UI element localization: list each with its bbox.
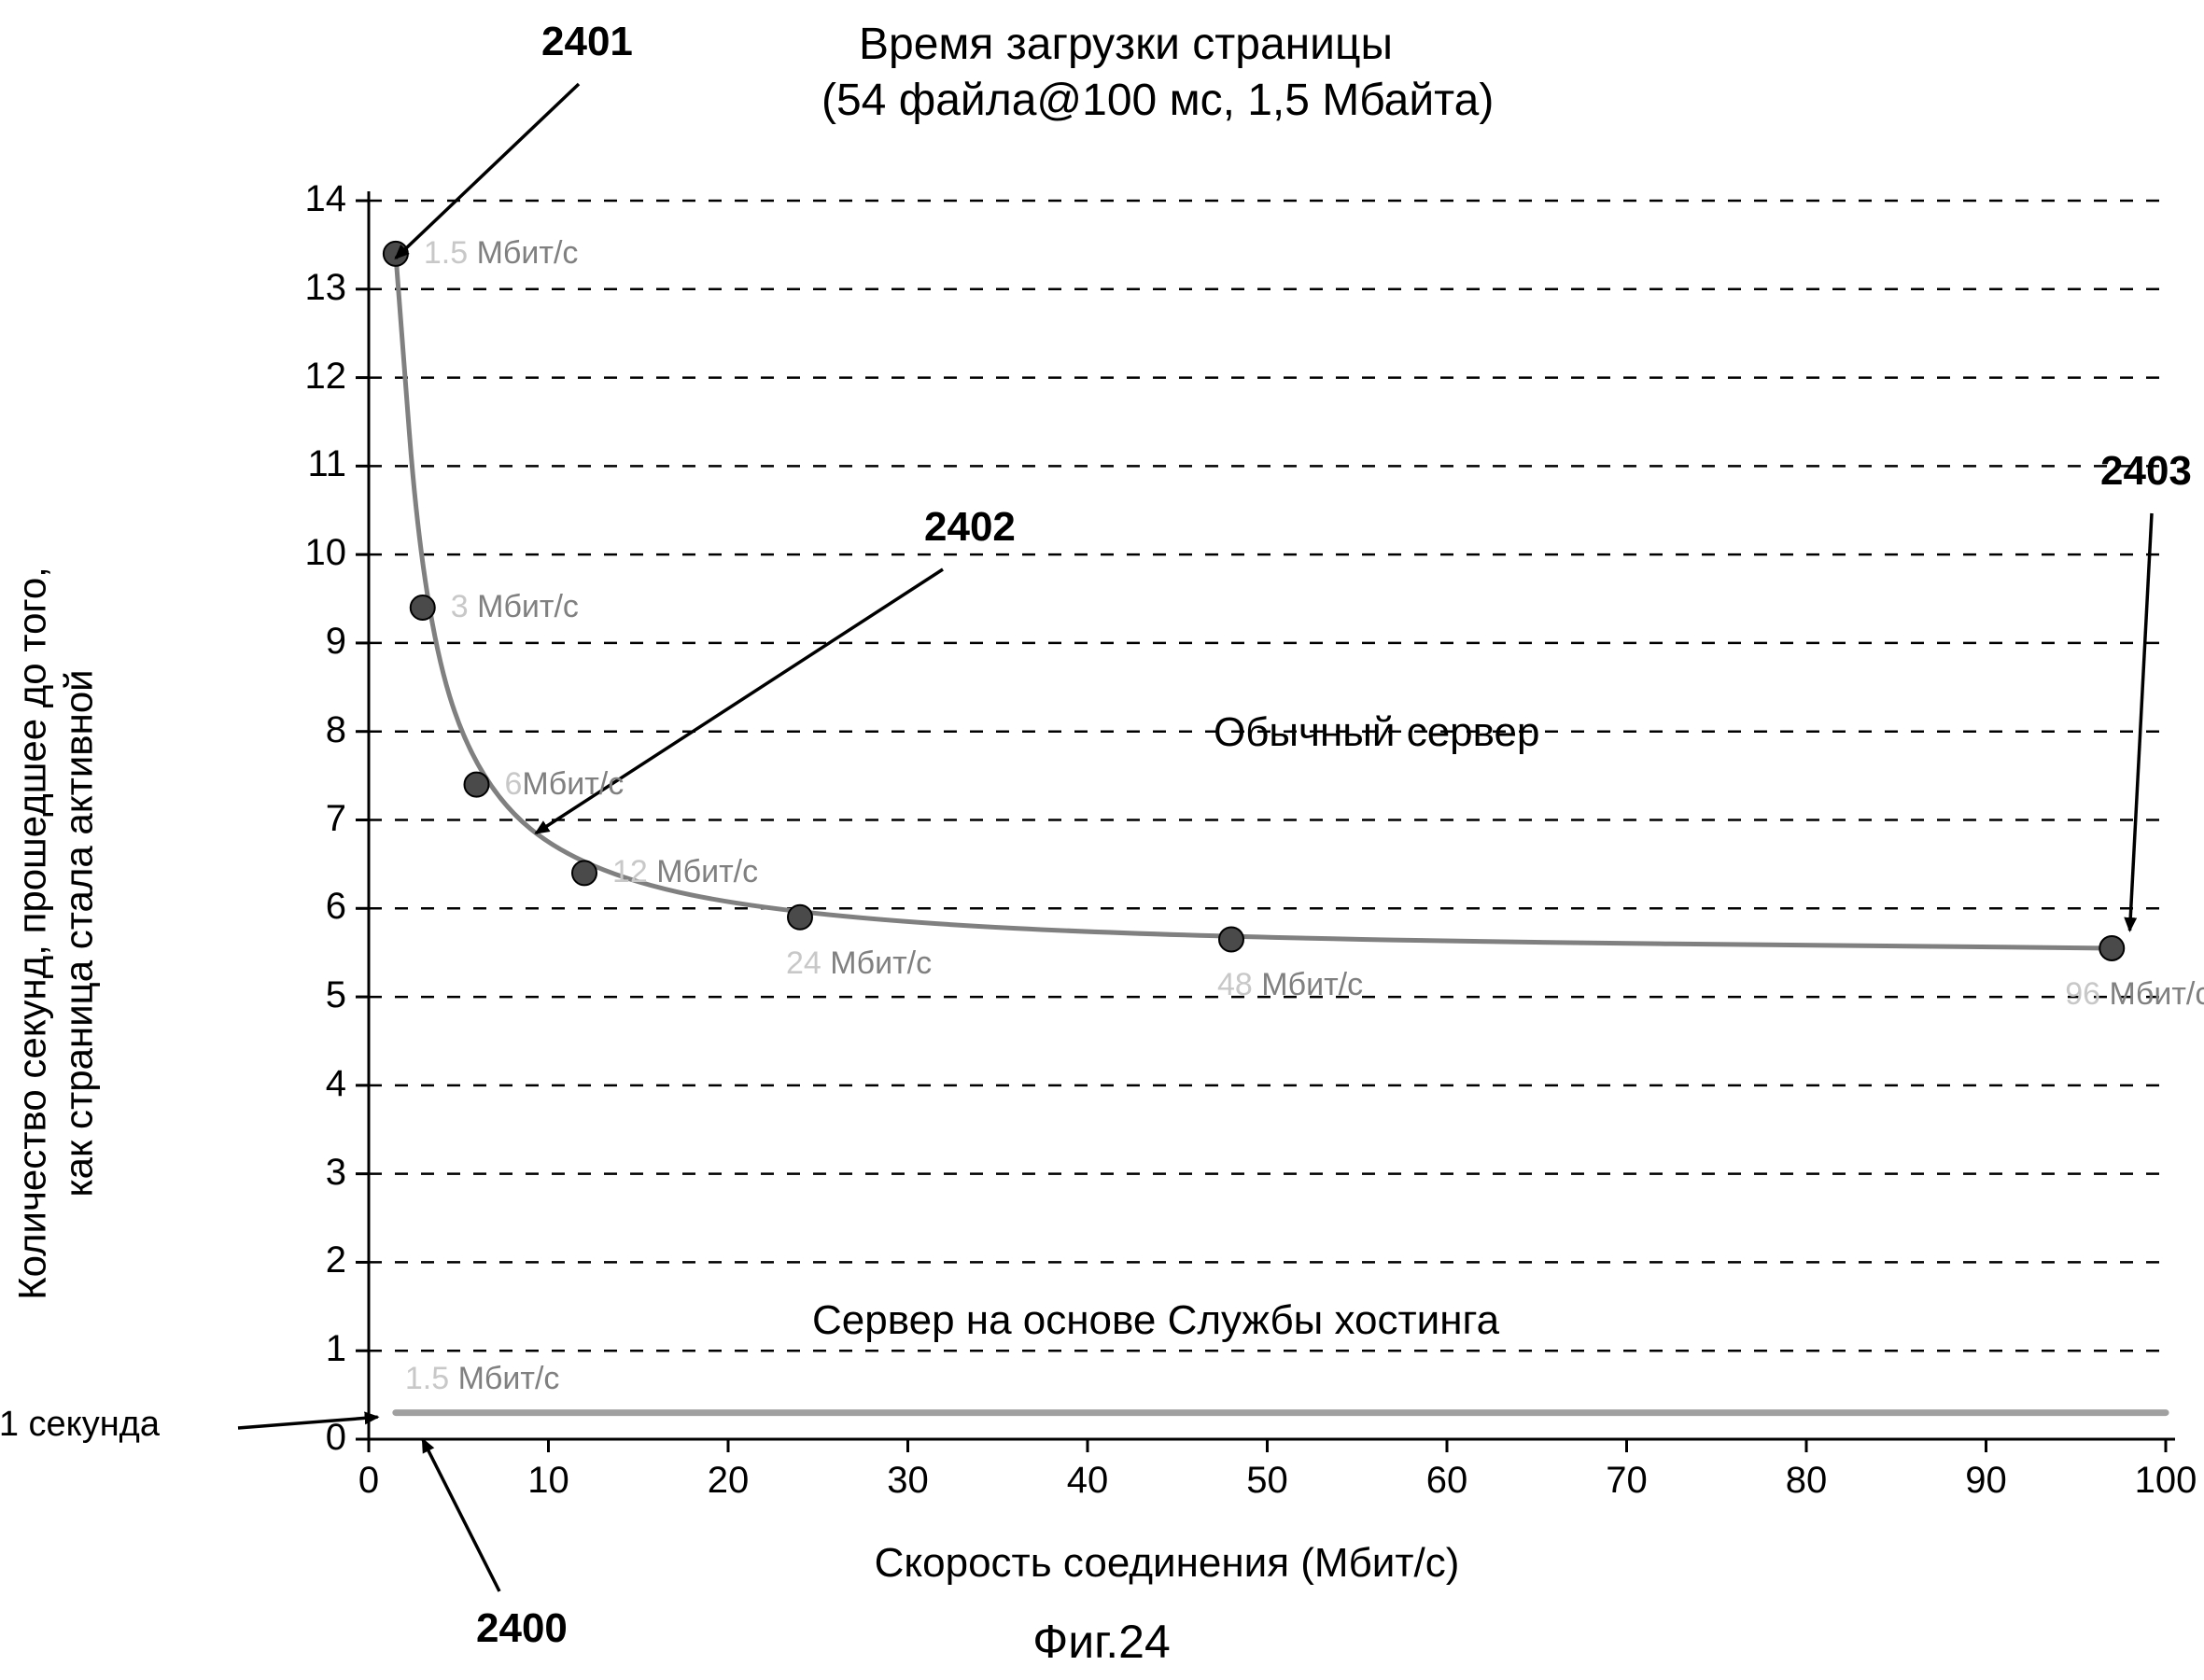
x-tick-label: 70 xyxy=(1606,1460,1648,1502)
y-tick-label: 6 xyxy=(326,886,346,928)
chart-title-line2: (54 файла@100 мс, 1,5 Мбайта) xyxy=(821,75,1494,126)
x-tick-label: 100 xyxy=(2135,1460,2197,1502)
sub-one-second-label: <1 секунда xyxy=(0,1405,160,1445)
callout-2400: 2400 xyxy=(476,1605,568,1652)
figure-container: Время загрузки страницы (54 файла@100 мс… xyxy=(0,0,2204,1680)
y-tick-label: 8 xyxy=(326,709,346,751)
figure-caption: Фиг.24 xyxy=(1032,1615,1171,1669)
y-axis-label: Количество секунд, прошедшее до того, ка… xyxy=(9,567,104,1300)
data-point-label: 1.5 Мбит/с xyxy=(405,1361,560,1397)
y-tick-label: 1 xyxy=(326,1328,346,1370)
x-axis-label: Скорость соединения (Мбит/с) xyxy=(875,1540,1460,1587)
data-point-label: 3 Мбит/с xyxy=(451,589,579,625)
data-point-label: 12 Мбит/с xyxy=(612,854,758,890)
y-tick-label: 9 xyxy=(326,621,346,663)
series-label-flat: Сервер на основе Службы хостинга xyxy=(812,1297,1499,1344)
data-point-label: 96 Мбит/с xyxy=(2065,976,2204,1013)
y-tick-label: 3 xyxy=(326,1152,346,1194)
y-tick-label: 0 xyxy=(326,1417,346,1459)
x-tick-label: 60 xyxy=(1426,1460,1468,1502)
y-tick-label: 11 xyxy=(307,443,346,485)
y-tick-label: 14 xyxy=(305,178,347,220)
data-point-label: 6Мбит/с xyxy=(505,766,625,803)
x-tick-label: 10 xyxy=(527,1460,569,1502)
y-tick-label: 7 xyxy=(326,798,346,840)
chart-title-line1: Время загрузки страницы xyxy=(859,19,1393,70)
x-tick-label: 80 xyxy=(1786,1460,1828,1502)
data-point-label: 1.5 Мбит/с xyxy=(424,235,579,272)
callout-2402: 2402 xyxy=(924,504,1016,551)
y-tick-label: 2 xyxy=(326,1239,346,1281)
y-tick-label: 12 xyxy=(305,356,347,398)
data-point-label: 24 Мбит/с xyxy=(786,945,932,982)
y-tick-label: 4 xyxy=(326,1063,346,1105)
x-tick-label: 0 xyxy=(358,1460,379,1502)
y-tick-label: 10 xyxy=(305,532,347,574)
x-tick-label: 40 xyxy=(1067,1460,1109,1502)
callout-2401: 2401 xyxy=(541,19,633,65)
y-tick-label: 5 xyxy=(326,974,346,1016)
y-tick-label: 13 xyxy=(305,267,347,309)
data-point-label: 48 Мбит/с xyxy=(1217,967,1363,1003)
x-tick-label: 20 xyxy=(708,1460,750,1502)
x-tick-label: 30 xyxy=(887,1460,929,1502)
callout-2403: 2403 xyxy=(2100,448,2192,495)
x-tick-label: 50 xyxy=(1246,1460,1288,1502)
x-tick-label: 90 xyxy=(1965,1460,2007,1502)
series-label-curve: Обычный сервер xyxy=(1214,709,1539,756)
